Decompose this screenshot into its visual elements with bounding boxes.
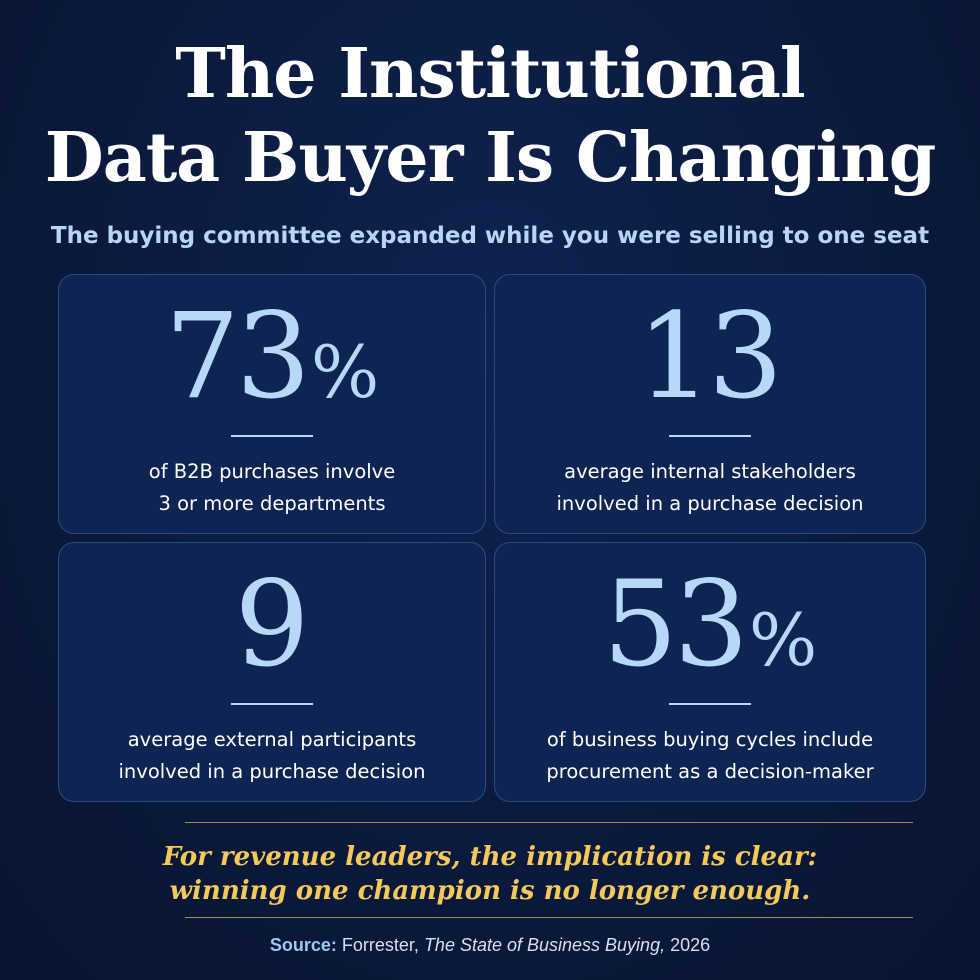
stat-divider	[231, 703, 313, 705]
stat-number: 73%	[164, 287, 380, 425]
stat-divider	[231, 435, 313, 437]
stat-card-internal-stakeholders: 13 average internal stakeholders involve…	[494, 274, 926, 534]
stat-description: of B2B purchases involve 3 or more depar…	[148, 460, 396, 515]
stat-divider	[669, 703, 751, 705]
callout-line-1: For revenue leaders, the implication is …	[162, 842, 818, 872]
stat-number: 13	[636, 287, 783, 425]
source-report-title: The State of Business Buying,	[423, 935, 666, 955]
callout-divider-bottom	[185, 917, 913, 918]
stat-divider	[669, 435, 751, 437]
stat-number: 53%	[602, 555, 818, 693]
callout-line-2: winning one champion is no longer enough…	[169, 876, 811, 906]
source-year: 2026	[670, 935, 711, 955]
subtitle: The buying committee expanded while you …	[50, 223, 930, 249]
source-citation: Source: Forrester, The State of Business…	[0, 930, 980, 960]
stat-number: 9	[234, 555, 309, 693]
stat-card-procurement: 53% of business buying cycles include pr…	[494, 542, 926, 802]
stat-description: average internal stakeholders involved i…	[556, 460, 864, 515]
headline-line-1: The Institutional	[175, 34, 806, 114]
stat-card-external-participants: 9 average external participants involved…	[58, 542, 486, 802]
source-label: Source:	[269, 935, 337, 955]
headline-line-2: Data Buyer Is Changing	[44, 118, 937, 198]
source-publisher: Forrester,	[341, 935, 419, 955]
stat-card-departments: 73% of B2B purchases involve 3 or more d…	[58, 274, 486, 534]
stat-description: average external participants involved i…	[118, 728, 426, 783]
stat-description: of business buying cycles include procur…	[546, 728, 874, 783]
callout-divider-top	[185, 822, 913, 823]
